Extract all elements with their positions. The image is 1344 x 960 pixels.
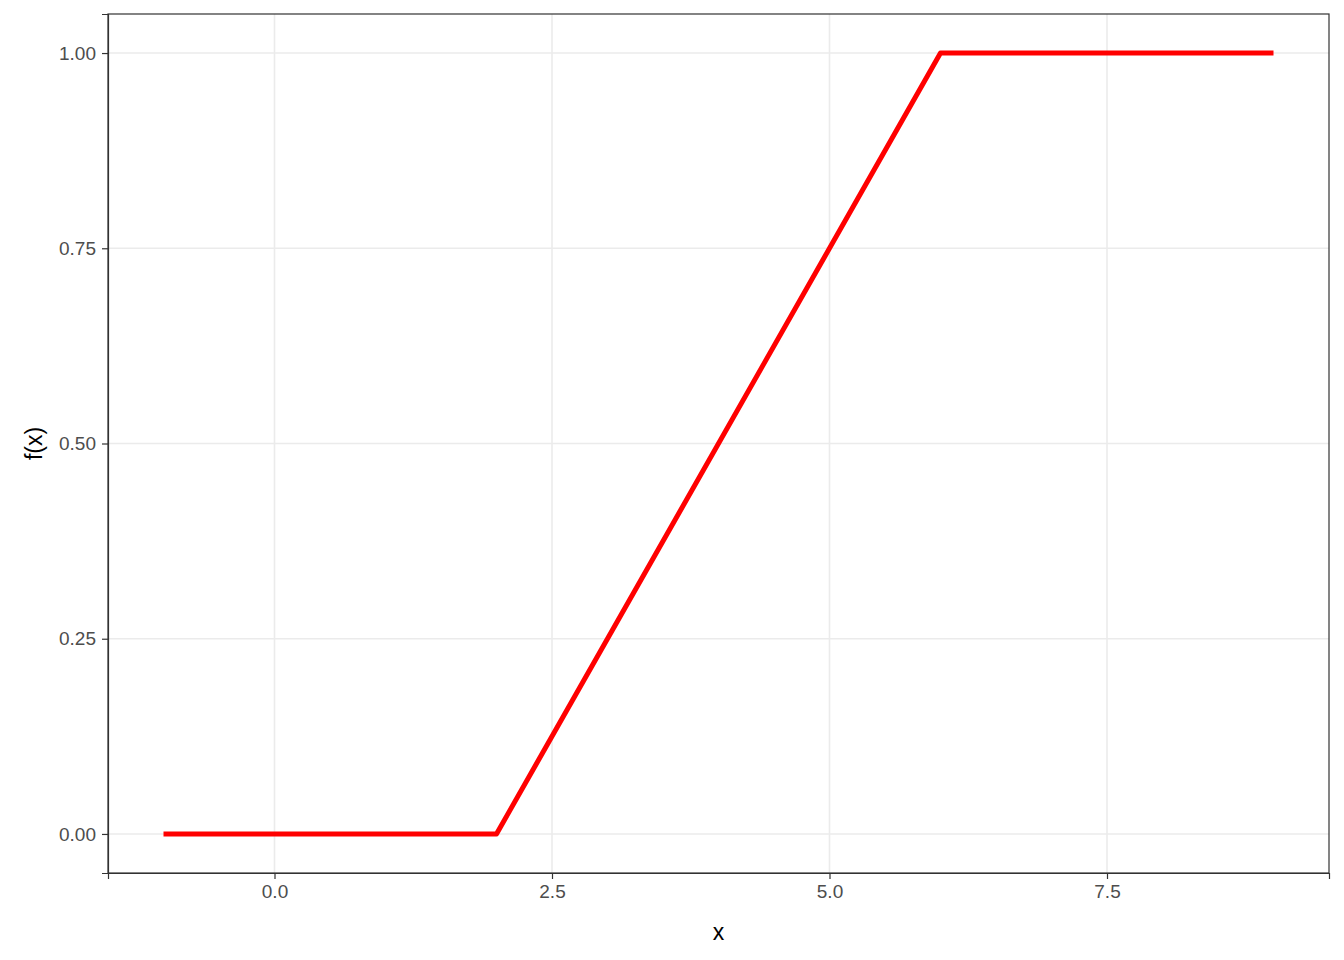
line — [164, 53, 1274, 834]
tick: 0.25 — [59, 628, 108, 649]
grid-line — [108, 247, 1329, 249]
tick-mark — [102, 639, 108, 640]
tick-label: 1.00 — [59, 43, 96, 64]
tick-mark — [552, 873, 553, 879]
grid — [108, 14, 1329, 873]
tick: 2.5 — [539, 873, 565, 902]
tick-label: 0.00 — [59, 824, 96, 845]
tick-mark — [102, 53, 108, 54]
background — [0, 0, 1344, 960]
tick: 7.5 — [1094, 873, 1120, 902]
y-axis: 0.00 0.25 0.50 0.75 1.00 — [59, 15, 108, 874]
tick-mark — [102, 248, 108, 249]
tick-label: 0.0 — [262, 881, 288, 902]
tick-mark — [829, 873, 830, 879]
axis-line — [109, 874, 1330, 880]
panel — [108, 14, 1329, 873]
chart: 0.0 2.5 5.0 7.5 0.00 0.25 0.50 0.75 1.00 x f(x) — [0, 0, 1344, 960]
tick-label: 0.50 — [59, 433, 96, 454]
grid-line — [108, 638, 1329, 640]
tick-mark — [102, 834, 108, 835]
tick-mark — [1107, 873, 1108, 879]
panel-border — [108, 14, 1329, 873]
tick-label: 7.5 — [1094, 881, 1120, 902]
tick-label: 0.25 — [59, 628, 96, 649]
tick: 0.50 — [59, 433, 108, 454]
plot: 0.0 2.5 5.0 7.5 0.00 0.25 0.50 0.75 1.00 — [59, 14, 1329, 902]
tick-mark — [274, 873, 275, 879]
y-axis-title: f(x) — [21, 427, 47, 460]
tick: 0.75 — [59, 238, 108, 259]
tick-label: 5.0 — [817, 881, 843, 902]
marks — [164, 53, 1274, 834]
tick: 1.00 — [59, 43, 108, 64]
tick-label: 2.5 — [539, 881, 565, 902]
x-axis-title: x — [713, 919, 725, 945]
tick: 0.00 — [59, 824, 108, 845]
x-axis: 0.0 2.5 5.0 7.5 — [109, 873, 1330, 902]
tick: 5.0 — [817, 873, 843, 902]
tick-label: 0.75 — [59, 238, 96, 259]
tick: 0.0 — [262, 873, 288, 902]
tick-mark — [102, 443, 108, 444]
